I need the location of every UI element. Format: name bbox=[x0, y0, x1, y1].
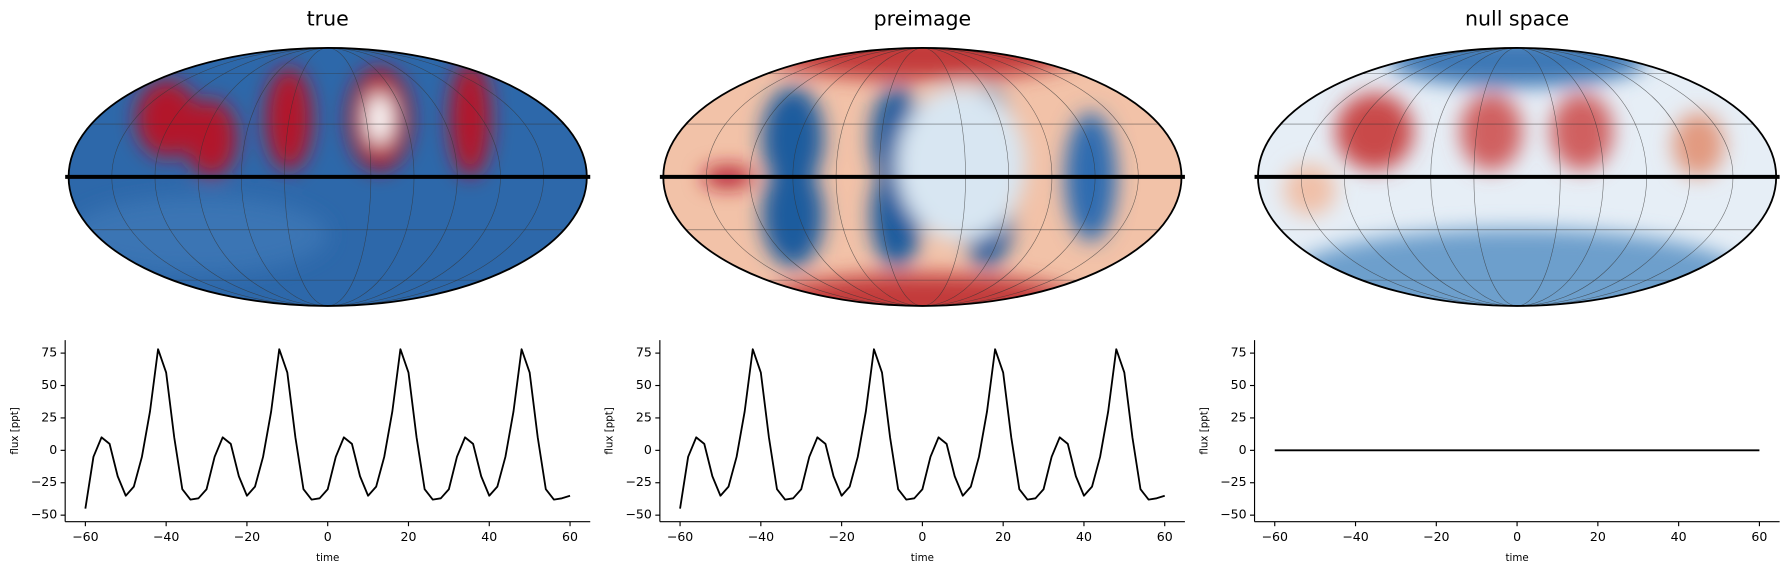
map-blob bbox=[896, 86, 1027, 242]
x-tick-label: 20 bbox=[1590, 529, 1606, 544]
y-tick-label: −50 bbox=[31, 507, 57, 522]
x-axis-label: time bbox=[911, 552, 934, 564]
y-tick-label: 75 bbox=[41, 345, 57, 360]
map-blob bbox=[761, 86, 824, 190]
map: null space bbox=[1254, 6, 1780, 307]
x-tick-label: −60 bbox=[1262, 529, 1288, 544]
map-title: null space bbox=[1465, 6, 1569, 30]
line-chart: −50 −25 0 25 50 75 −60 −40 −20 0 20 40 60 time flux [p… bbox=[9, 340, 591, 564]
line-chart: −50 −25 0 25 50 75 −60 −40 −20 0 20 40 60 time flux [p… bbox=[1198, 340, 1780, 564]
x-tick-label: 40 bbox=[1671, 529, 1687, 544]
map-blob bbox=[135, 80, 199, 158]
y-axis-label: flux [ppt] bbox=[604, 407, 616, 454]
x-tick-label: 60 bbox=[562, 529, 578, 544]
x-tick-label: 0 bbox=[324, 529, 332, 544]
map-blob bbox=[766, 47, 1078, 81]
x-tick-label: −20 bbox=[1423, 529, 1449, 544]
y-tick-label: 0 bbox=[1239, 442, 1247, 457]
map-title: true bbox=[307, 6, 349, 30]
map: preimage bbox=[659, 6, 1185, 307]
map-blob bbox=[761, 164, 824, 268]
y-tick-label: 75 bbox=[636, 345, 652, 360]
y-tick-label: −50 bbox=[1220, 507, 1246, 522]
x-tick-label: 20 bbox=[995, 529, 1011, 544]
x-tick-label: 20 bbox=[401, 529, 417, 544]
x-tick-label: −60 bbox=[72, 529, 98, 544]
x-axis-label: time bbox=[316, 552, 339, 564]
y-tick-label: −25 bbox=[625, 474, 651, 489]
y-axis-label: flux [ppt] bbox=[9, 407, 21, 454]
map-blob bbox=[449, 60, 491, 177]
y-tick-label: 0 bbox=[49, 442, 57, 457]
map-title: preimage bbox=[874, 6, 972, 30]
flux-line bbox=[679, 348, 1166, 509]
map-blob bbox=[185, 99, 238, 177]
x-tick-label: −40 bbox=[748, 529, 774, 544]
x-tick-label: −60 bbox=[667, 529, 693, 544]
y-tick-label: −50 bbox=[625, 507, 651, 522]
map-blob bbox=[1335, 93, 1414, 171]
map-blob bbox=[68, 196, 328, 274]
map-blob bbox=[1460, 93, 1523, 171]
map: true bbox=[65, 6, 591, 307]
y-tick-label: 25 bbox=[1231, 409, 1247, 424]
map-blob bbox=[1387, 47, 1647, 87]
y-tick-label: 50 bbox=[1231, 377, 1247, 392]
map-blobs bbox=[702, 47, 1117, 306]
x-tick-label: −40 bbox=[153, 529, 179, 544]
y-tick-label: −25 bbox=[31, 474, 57, 489]
x-tick-label: −20 bbox=[234, 529, 260, 544]
x-tick-label: 40 bbox=[1076, 529, 1092, 544]
x-tick-label: −20 bbox=[828, 529, 854, 544]
map-image bbox=[1257, 47, 1777, 306]
x-tick-label: 60 bbox=[1157, 529, 1173, 544]
y-tick-label: −25 bbox=[1220, 474, 1246, 489]
x-tick-label: 0 bbox=[918, 529, 926, 544]
map-blob bbox=[1672, 112, 1725, 177]
map-blobs bbox=[68, 60, 491, 274]
map-blob bbox=[1283, 164, 1336, 216]
x-tick-label: 0 bbox=[1513, 529, 1521, 544]
y-tick-label: 50 bbox=[41, 377, 57, 392]
y-axis-label: flux [ppt] bbox=[1198, 407, 1210, 454]
map-blob bbox=[366, 93, 393, 145]
x-tick-label: −40 bbox=[1342, 529, 1368, 544]
x-tick-label: 60 bbox=[1751, 529, 1767, 544]
x-axis-label: time bbox=[1505, 552, 1528, 564]
flux-line bbox=[84, 348, 571, 509]
y-tick-label: 50 bbox=[636, 377, 652, 392]
x-tick-label: 40 bbox=[481, 529, 497, 544]
y-tick-label: 0 bbox=[644, 442, 652, 457]
y-tick-label: 25 bbox=[41, 409, 57, 424]
y-tick-label: 25 bbox=[636, 409, 652, 424]
line-chart: −50 −25 0 25 50 75 −60 −40 −20 0 20 40 60 time flux [p… bbox=[604, 340, 1185, 564]
map-blob bbox=[766, 273, 1078, 306]
y-tick-label: 75 bbox=[1231, 345, 1247, 360]
map-blob bbox=[1550, 93, 1613, 171]
